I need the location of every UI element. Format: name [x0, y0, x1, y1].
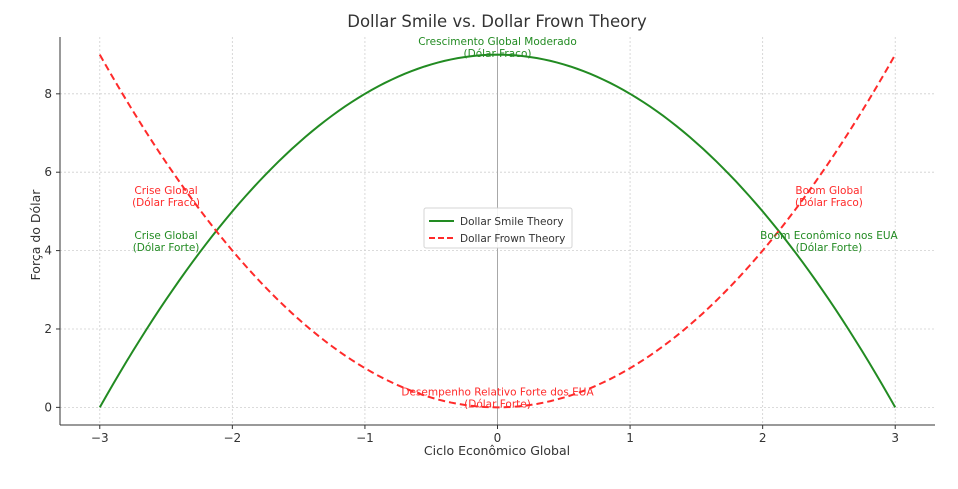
annotation-line: (Dólar Forte): [464, 399, 531, 411]
x-tick-label: 3: [891, 431, 899, 445]
x-tick-label: −1: [356, 431, 374, 445]
x-axis-label: Ciclo Econômico Global: [424, 443, 570, 458]
annotation-left-green: Crise Global (Dólar Forte): [133, 230, 200, 254]
annotation-line: (Dólar Fraco): [132, 197, 200, 209]
chart-title: Dollar Smile vs. Dollar Frown Theory: [347, 12, 647, 31]
annotation-line: Crise Global: [134, 185, 197, 197]
y-tick-label: 8: [44, 87, 52, 101]
annotation-line: Crescimento Global Moderado: [418, 36, 577, 48]
legend-label-1: Dollar Frown Theory: [460, 233, 565, 245]
y-axis-label: Força do Dólar: [28, 189, 43, 281]
annotation-right-red: Boom Global (Dólar Fraco): [795, 185, 863, 209]
series-line-0: [98, 53, 897, 408]
legend-box: [423, 207, 573, 249]
y-tick-label: 6: [44, 165, 52, 179]
annotation-line: (Dólar Fraco): [464, 48, 532, 60]
x-tick-label: −3: [91, 431, 109, 445]
series-line-1: [98, 54, 897, 409]
annotations: Crescimento Global Moderado (Dólar Fraco)…: [132, 36, 898, 411]
annotation-line: (Dólar Fraco): [795, 197, 863, 209]
y-tick-label: 4: [44, 244, 52, 258]
annotation-top-center: Crescimento Global Moderado (Dólar Fraco): [418, 36, 577, 60]
annotation-line: (Dólar Forte): [133, 242, 200, 254]
x-tick-label: 0: [494, 431, 502, 445]
x-tick-label: 2: [759, 431, 767, 445]
legend: Dollar Smile Theory Dollar Frown Theory: [423, 207, 573, 249]
annotation-line: Boom Global: [795, 185, 862, 197]
annotation-line: Crise Global: [134, 230, 197, 242]
x-tick-label: −2: [223, 431, 241, 445]
annotation-line: (Dólar Forte): [796, 242, 863, 254]
annotation-left-red: Crise Global (Dólar Fraco): [132, 185, 200, 209]
annotation-right-green: Boom Econômico nos EUA (Dólar Forte): [760, 230, 898, 254]
y-tick-label: 2: [44, 322, 52, 336]
x-tick-label: 1: [626, 431, 634, 445]
series-lines: [98, 53, 897, 409]
y-tick-label: 0: [44, 400, 52, 414]
annotation-line: Desempenho Relativo Forte dos EUA: [401, 387, 594, 399]
legend-label-0: Dollar Smile Theory: [460, 216, 563, 228]
ticks: −3 −2 −1 0 1 2 3 0 2 4 6 8: [44, 87, 899, 445]
annotation-line: Boom Econômico nos EUA: [760, 230, 898, 242]
annotation-bottom-center: Desempenho Relativo Forte dos EUA (Dólar …: [401, 387, 594, 411]
